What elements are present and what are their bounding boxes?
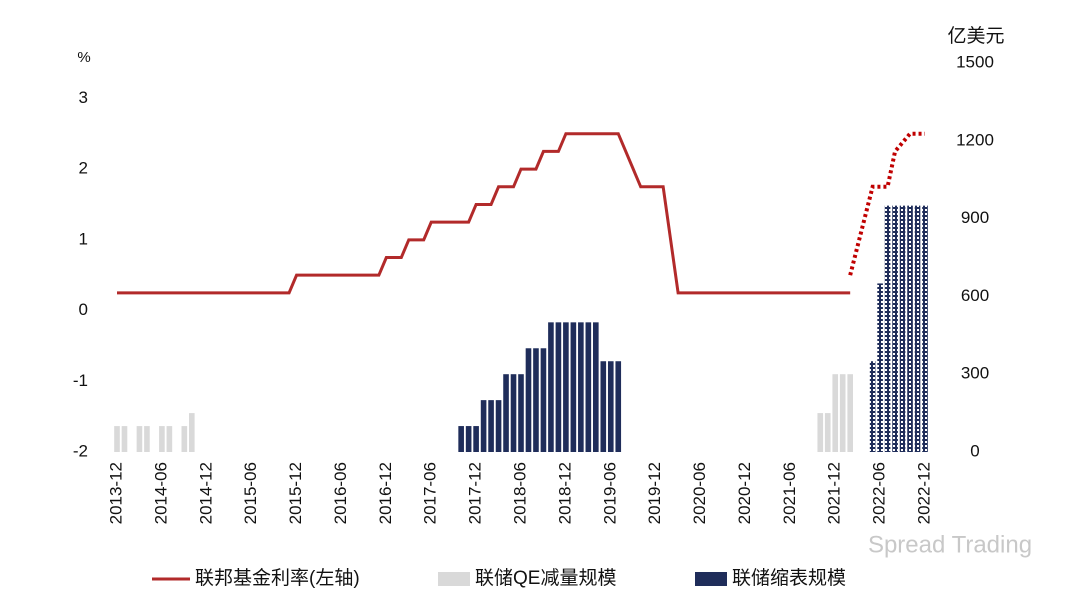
y2-tick-label: 300	[961, 364, 989, 383]
bar	[600, 361, 607, 452]
legend-swatch	[438, 572, 470, 586]
bar	[922, 205, 928, 452]
bar	[181, 426, 188, 452]
x-tick-label: 2013-12	[106, 462, 125, 524]
bar	[540, 348, 547, 452]
y2-axis-unit: 亿美元	[947, 25, 1004, 47]
y2-tick-label: 600	[961, 286, 989, 305]
legend-label: 联邦基金利率(左轴)	[195, 567, 360, 589]
y2-tick-label: 900	[961, 208, 989, 227]
bar	[503, 374, 509, 452]
legend-label: 联储缩表规模	[732, 567, 846, 589]
bar	[480, 400, 487, 452]
bar	[166, 426, 173, 452]
bar	[832, 374, 839, 452]
y-tick-label: 2	[79, 159, 88, 178]
x-tick-label: 2019-06	[600, 462, 619, 524]
x-tick-label: 2016-06	[331, 462, 350, 524]
x-tick-label: 2021-12	[825, 462, 844, 524]
x-tick-label: 2019-12	[645, 462, 664, 524]
bar	[892, 205, 898, 452]
y-tick-label: 0	[79, 300, 88, 319]
bar	[585, 322, 592, 452]
bar	[525, 348, 532, 452]
bar	[899, 205, 906, 452]
bar	[510, 374, 517, 452]
x-tick-label: 2022-06	[870, 462, 889, 524]
bar	[159, 426, 165, 452]
y-tick-label: -1	[73, 371, 88, 390]
x-tick-label: 2014-06	[151, 462, 170, 524]
bar	[570, 322, 577, 452]
bar	[121, 426, 128, 452]
legend-label: 联储QE减量规模	[475, 567, 616, 589]
x-tick-label: 2020-12	[735, 462, 754, 524]
x-tick-label: 2016-12	[376, 462, 395, 524]
line	[117, 132, 851, 295]
watermark: Spread Trading	[868, 531, 1032, 558]
bar	[458, 426, 464, 452]
bar	[607, 361, 614, 452]
bar	[465, 426, 472, 452]
x-tick-label: 2021-06	[780, 462, 799, 524]
bar	[847, 374, 853, 452]
y-tick-label: -2	[73, 441, 88, 460]
y2-tick-label: 0	[970, 441, 979, 460]
bar	[114, 426, 120, 452]
bar	[869, 361, 876, 452]
y-axis-unit: %	[77, 49, 90, 66]
x-tick-label: 2015-12	[286, 462, 305, 524]
y2-tick-label: 1200	[956, 130, 994, 149]
bar	[495, 400, 502, 452]
bar	[824, 413, 831, 452]
x-tick-label: 2014-12	[196, 462, 215, 524]
bar	[518, 374, 524, 452]
bar	[189, 413, 195, 452]
x-tick-label: 2020-06	[690, 462, 709, 524]
y-tick-label: 3	[79, 88, 88, 107]
bar	[884, 205, 891, 452]
bar	[877, 283, 883, 452]
bar	[488, 400, 494, 452]
bar	[144, 426, 150, 452]
x-tick-label: 2015-06	[241, 462, 260, 524]
x-tick-label: 2017-06	[421, 462, 440, 524]
bar	[533, 348, 539, 452]
legend-swatch	[695, 572, 727, 586]
bar	[839, 374, 846, 452]
bar	[615, 361, 622, 452]
bar	[473, 426, 479, 452]
x-tick-label: 2018-06	[510, 462, 529, 524]
x-tick-label: 2022-12	[914, 462, 933, 524]
bar	[914, 205, 921, 452]
x-tick-label: 2018-12	[555, 462, 574, 524]
bar	[817, 413, 824, 452]
bar	[548, 322, 554, 452]
bar	[555, 322, 562, 452]
bar	[136, 426, 143, 452]
bar	[563, 322, 569, 452]
x-tick-label: 2017-12	[466, 462, 485, 524]
y-tick-label: 1	[79, 229, 88, 248]
bar	[593, 322, 599, 452]
bar	[578, 322, 584, 452]
bar	[907, 205, 913, 452]
y2-tick-label: 1500	[956, 52, 994, 71]
